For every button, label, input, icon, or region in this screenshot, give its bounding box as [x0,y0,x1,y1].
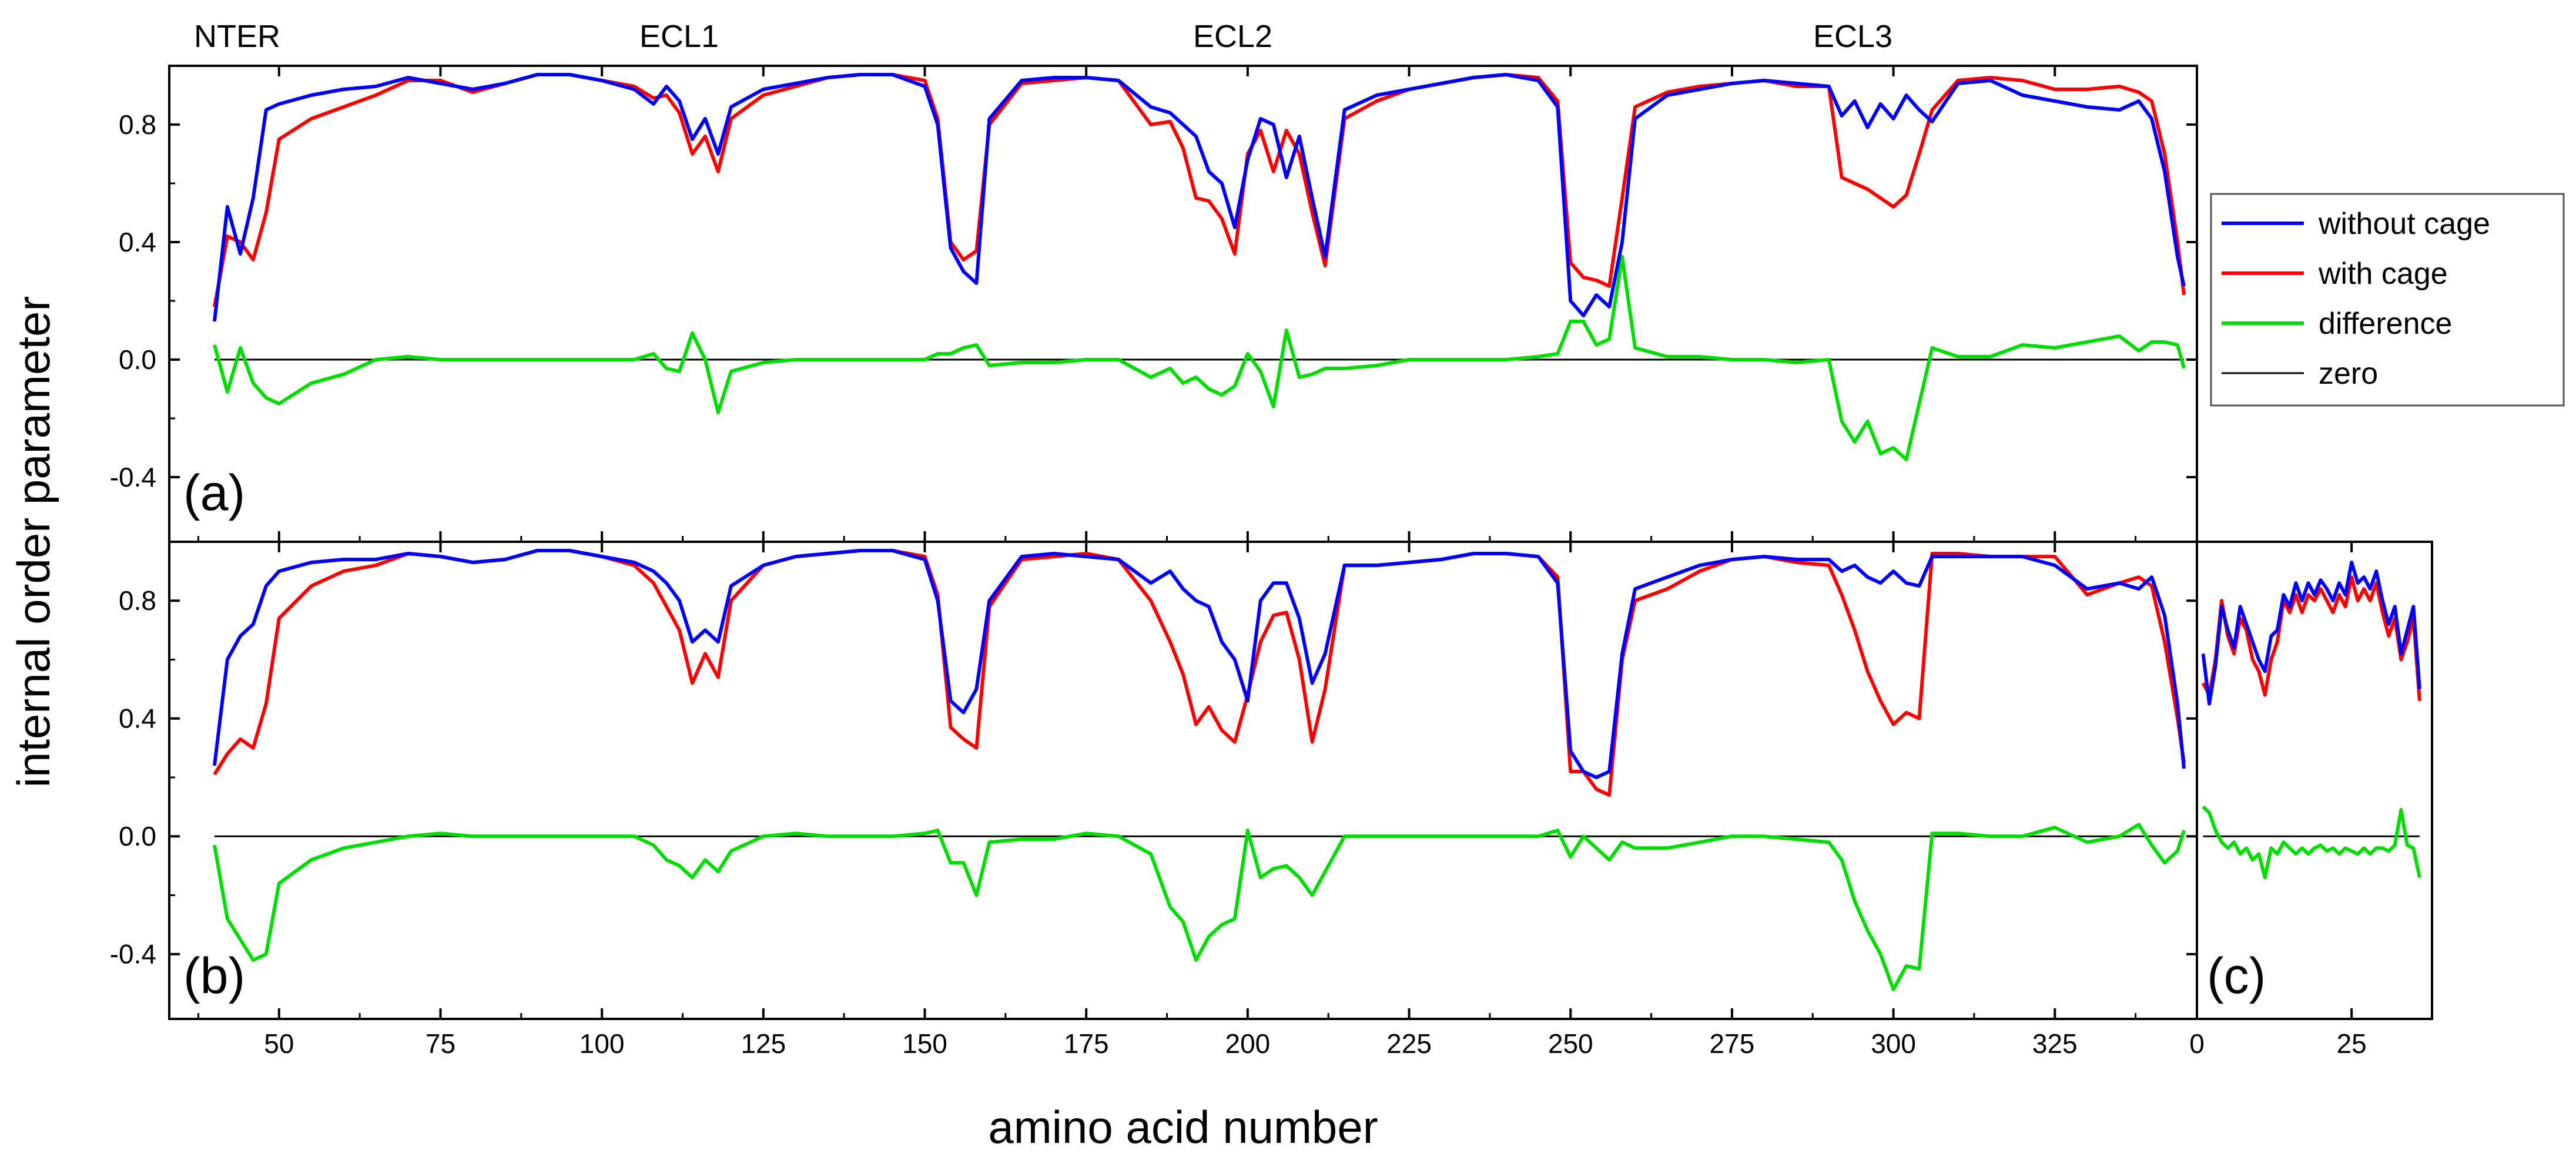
series-without-cage-a [212,73,2186,322]
legend-box [2210,193,2565,407]
panel-c-frame [2196,541,2433,1020]
x-tick-label-b-0: 50 [264,1028,294,1059]
region-label-ecl3: ECL3 [1813,19,1892,54]
series-without-cage-c [2201,561,2421,706]
legend-label-zero: zero [2319,357,2378,391]
y-tick-label-b-1: 0.0 [119,821,156,851]
legend-label-without-cage: without cage [2318,207,2490,241]
y-tick-label-a-3: 0.8 [119,109,156,140]
x-tick-label-b-2: 100 [579,1028,625,1059]
region-label-ecl2: ECL2 [1193,19,1272,54]
series-difference-a [213,255,2186,461]
region-label-ecl1: ECL1 [639,19,719,54]
series-difference-b [212,823,2186,991]
legend: without cage with cage difference zero [2210,193,2565,407]
x-tick-label-b-11: 325 [2032,1028,2078,1059]
y-axis-title: internal order parameter [8,296,59,788]
series-without-cage-b [212,549,2186,779]
x-tick-label-c-1: 25 [2337,1028,2367,1059]
panel-c-plot: 0 25 [2189,542,2421,1059]
panel-a-frame [168,65,2198,543]
legend-label-difference: difference [2319,307,2452,341]
x-tick-label-b-7: 225 [1386,1028,1432,1059]
x-tick-label-b-4: 150 [902,1028,947,1059]
panel-b-frame [168,541,2198,1020]
y-tick-label-b-2: 0.4 [119,703,156,734]
x-tick-label-b-9: 275 [1710,1028,1755,1059]
y-tick-label-a-1: 0.0 [119,344,156,375]
legend-label-with-cage: with cage [2318,257,2448,291]
x-tick-label-b-1: 75 [426,1028,455,1059]
x-tick-label-b-6: 200 [1225,1028,1270,1059]
region-label-nter: NTER [194,19,280,54]
panel-label-c: (c) [2207,948,2266,1004]
x-tick-label-b-3: 125 [741,1028,786,1059]
panel-b-plot: 50 75 100 125 150 175 200 225 250 275 300 325 -0.4 0.… [110,541,2197,1059]
y-tick-label-a-2: 0.4 [119,227,156,257]
x-tick-label-b-10: 300 [1871,1028,1916,1059]
series-with-cage-b [213,549,2186,797]
x-tick-label-c-0: 0 [2189,1028,2205,1059]
panel-a-plot: -0.4 0.0 0.4 0.8 [110,65,2197,542]
y-tick-label-a-0: -0.4 [110,462,156,492]
x-tick-label-b-8: 250 [1548,1028,1593,1059]
x-tick-label-b-5: 175 [1064,1028,1109,1059]
panel-label-a: (a) [183,465,245,521]
y-tick-label-b-3: 0.8 [119,585,156,616]
series-with-cage-a [212,73,2186,307]
x-axis-title: amino acid number [988,1101,1378,1153]
panel-label-b: (b) [183,948,245,1004]
y-tick-label-b-0: -0.4 [110,939,156,970]
series-difference-c [2202,805,2421,880]
